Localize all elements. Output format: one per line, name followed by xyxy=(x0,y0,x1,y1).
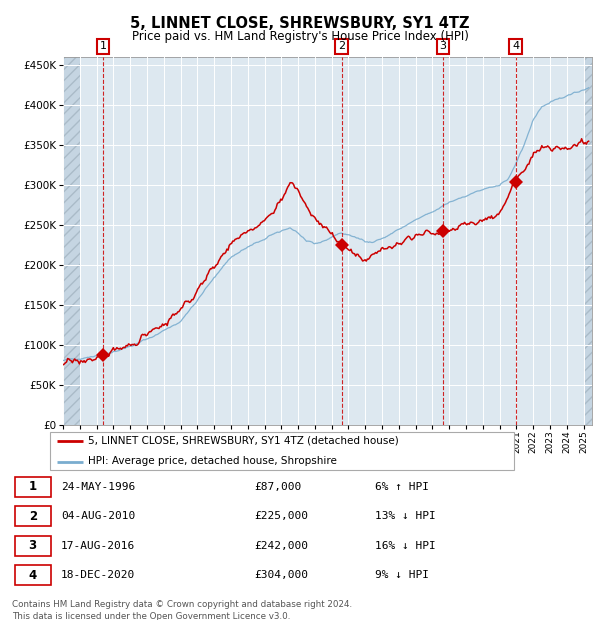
FancyBboxPatch shape xyxy=(15,536,50,556)
Text: 9% ↓ HPI: 9% ↓ HPI xyxy=(375,570,429,580)
Text: 5, LINNET CLOSE, SHREWSBURY, SY1 4TZ: 5, LINNET CLOSE, SHREWSBURY, SY1 4TZ xyxy=(130,16,470,31)
Text: This data is licensed under the Open Government Licence v3.0.: This data is licensed under the Open Gov… xyxy=(12,612,290,620)
Text: 3: 3 xyxy=(29,539,37,552)
Text: 13% ↓ HPI: 13% ↓ HPI xyxy=(375,512,436,521)
Bar xyxy=(584,57,592,425)
Text: £242,000: £242,000 xyxy=(254,541,308,551)
Text: 5, LINNET CLOSE, SHREWSBURY, SY1 4TZ (detached house): 5, LINNET CLOSE, SHREWSBURY, SY1 4TZ (de… xyxy=(88,435,398,446)
Text: 6% ↑ HPI: 6% ↑ HPI xyxy=(375,482,429,492)
Text: 04-AUG-2010: 04-AUG-2010 xyxy=(61,512,135,521)
Text: 2: 2 xyxy=(338,42,345,51)
Text: 24-MAY-1996: 24-MAY-1996 xyxy=(61,482,135,492)
Text: 2: 2 xyxy=(29,510,37,523)
Text: £304,000: £304,000 xyxy=(254,570,308,580)
Text: 4: 4 xyxy=(512,42,520,51)
Text: 1: 1 xyxy=(29,480,37,494)
Bar xyxy=(63,57,80,425)
Text: 3: 3 xyxy=(440,42,446,51)
FancyBboxPatch shape xyxy=(15,565,50,585)
Text: £225,000: £225,000 xyxy=(254,512,308,521)
Text: 17-AUG-2016: 17-AUG-2016 xyxy=(61,541,135,551)
Text: HPI: Average price, detached house, Shropshire: HPI: Average price, detached house, Shro… xyxy=(88,456,337,466)
Text: £87,000: £87,000 xyxy=(254,482,301,492)
Text: 4: 4 xyxy=(29,569,37,582)
FancyBboxPatch shape xyxy=(15,506,50,526)
FancyBboxPatch shape xyxy=(50,432,514,471)
Text: Contains HM Land Registry data © Crown copyright and database right 2024.: Contains HM Land Registry data © Crown c… xyxy=(12,600,352,609)
Text: 16% ↓ HPI: 16% ↓ HPI xyxy=(375,541,436,551)
FancyBboxPatch shape xyxy=(15,477,50,497)
Text: Price paid vs. HM Land Registry's House Price Index (HPI): Price paid vs. HM Land Registry's House … xyxy=(131,30,469,43)
Text: 1: 1 xyxy=(100,42,107,51)
Text: 18-DEC-2020: 18-DEC-2020 xyxy=(61,570,135,580)
